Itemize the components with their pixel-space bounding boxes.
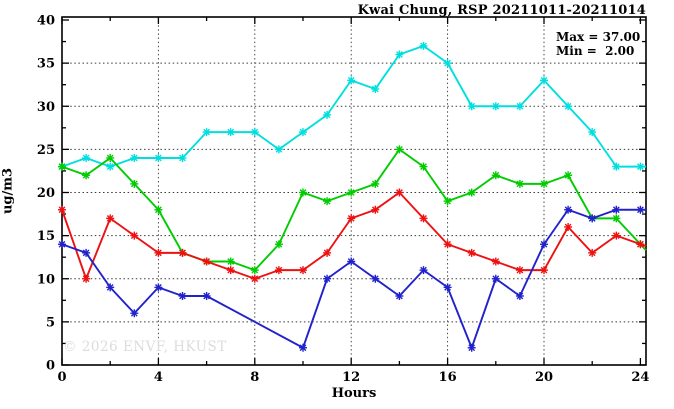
stats-block: Max = 37.00 Min = 2.00 [556,30,640,58]
x-tick-label-4: 4 [154,370,163,385]
axis-ticks [61,17,646,366]
plot-border [61,16,647,366]
green-series-line [61,148,647,272]
cyan-series [58,41,646,171]
y-tick-label-35: 35 [37,57,55,72]
y-tick-label-5: 5 [46,315,55,330]
red-series-markers [58,188,645,283]
y-tick-label-25: 25 [37,143,55,158]
cyan-series-markers [58,41,645,171]
y-tick-label-40: 40 [37,14,55,29]
x-tick-label-8: 8 [250,370,259,385]
cyan-series-line [61,44,646,168]
red-series-line [61,191,647,280]
blue-series [58,205,646,352]
y-axis-label: ug/m3 [0,167,16,215]
x-tick-label-0: 0 [57,370,66,385]
y-tick-label-10: 10 [37,272,55,287]
x-tick-label-24: 24 [631,370,649,385]
blue-series-markers [58,205,645,352]
x-tick-label-12: 12 [342,370,360,385]
x-tick-label-20: 20 [535,370,553,385]
green-series [58,145,647,275]
max-value-label: Max = 37.00 [556,30,641,44]
y-tick-label-20: 20 [37,186,55,201]
min-value-label: Min = 2.00 [556,44,635,58]
x-tick-label-16: 16 [439,370,457,385]
y-tick-label-15: 15 [37,229,55,244]
y-tick-label-0: 0 [46,359,55,374]
y-tick-label-30: 30 [37,100,55,115]
chart-title: Kwai Chung, RSP 20211011-20211014 [357,3,646,18]
watermark: © 2026 ENVF, HKUST [63,339,227,355]
red-series [58,188,647,283]
x-axis-label: Hours [331,386,377,401]
tick-labels: 0 4 8 12 16 20 24 0 5 10 15 20 25 30 35 40 [37,14,650,386]
